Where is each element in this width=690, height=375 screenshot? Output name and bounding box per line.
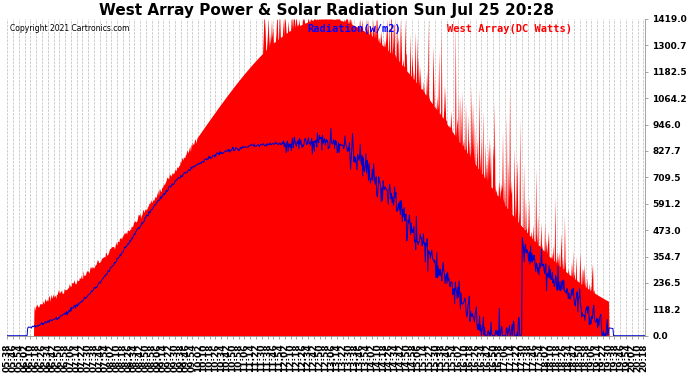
Title: West Array Power & Solar Radiation Sun Jul 25 20:28: West Array Power & Solar Radiation Sun J…: [99, 3, 553, 18]
Text: West Array(DC Watts): West Array(DC Watts): [447, 24, 572, 34]
Text: Copyright 2021 Cartronics.com: Copyright 2021 Cartronics.com: [10, 24, 130, 33]
Text: Radiation(w/m2): Radiation(w/m2): [307, 24, 401, 34]
